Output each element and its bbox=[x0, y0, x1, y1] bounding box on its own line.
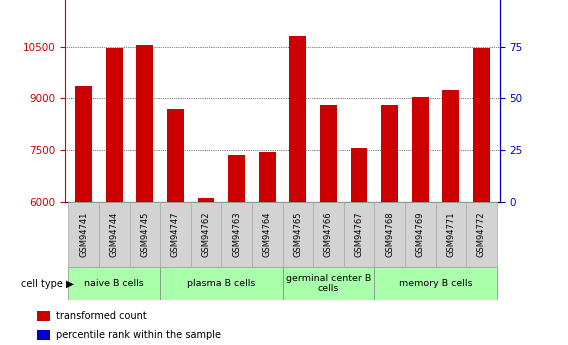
Bar bbox=[68, 202, 99, 267]
Bar bbox=[191, 202, 222, 267]
Bar bbox=[344, 202, 374, 267]
Text: cell type: cell type bbox=[20, 279, 62, 289]
Text: GSM94747: GSM94747 bbox=[171, 212, 180, 257]
Bar bbox=[466, 202, 497, 267]
Bar bbox=[283, 267, 374, 300]
Text: GSM94741: GSM94741 bbox=[79, 212, 88, 257]
Text: GSM94769: GSM94769 bbox=[416, 212, 425, 257]
Bar bbox=[99, 202, 130, 267]
Bar bbox=[473, 48, 490, 202]
Text: GSM94766: GSM94766 bbox=[324, 212, 333, 257]
Text: GSM94772: GSM94772 bbox=[477, 212, 486, 257]
Text: GSM94771: GSM94771 bbox=[446, 212, 456, 257]
Bar bbox=[167, 109, 184, 202]
Text: GSM94767: GSM94767 bbox=[354, 212, 364, 257]
Bar bbox=[222, 202, 252, 267]
Bar bbox=[106, 48, 123, 202]
Bar bbox=[68, 267, 160, 300]
Bar bbox=[290, 36, 306, 202]
Text: ▶: ▶ bbox=[66, 279, 74, 289]
Bar bbox=[228, 155, 245, 202]
Bar bbox=[136, 45, 153, 202]
Text: naive B cells: naive B cells bbox=[85, 279, 144, 288]
Text: GSM94764: GSM94764 bbox=[263, 212, 272, 257]
Text: GSM94765: GSM94765 bbox=[294, 212, 302, 257]
Bar bbox=[313, 202, 344, 267]
Text: plasma B cells: plasma B cells bbox=[187, 279, 256, 288]
Bar bbox=[37, 330, 51, 340]
Bar bbox=[198, 198, 215, 202]
Text: germinal center B
cells: germinal center B cells bbox=[286, 274, 371, 294]
Text: transformed count: transformed count bbox=[56, 311, 147, 321]
Bar bbox=[381, 105, 398, 202]
Text: GSM94762: GSM94762 bbox=[202, 212, 211, 257]
Bar bbox=[374, 267, 497, 300]
Text: GSM94763: GSM94763 bbox=[232, 212, 241, 257]
Bar bbox=[76, 86, 92, 202]
Text: memory B cells: memory B cells bbox=[399, 279, 473, 288]
Bar bbox=[259, 152, 275, 202]
Bar bbox=[374, 202, 405, 267]
Bar bbox=[160, 202, 191, 267]
Bar bbox=[160, 267, 283, 300]
Bar bbox=[320, 105, 337, 202]
Bar bbox=[405, 202, 436, 267]
Bar bbox=[252, 202, 283, 267]
Bar bbox=[442, 90, 460, 202]
Bar bbox=[436, 202, 466, 267]
Bar bbox=[350, 148, 367, 202]
Text: GSM94768: GSM94768 bbox=[385, 212, 394, 257]
Bar bbox=[130, 202, 160, 267]
Text: GSM94745: GSM94745 bbox=[140, 212, 149, 257]
Bar bbox=[412, 97, 429, 202]
Bar bbox=[37, 311, 51, 321]
Text: percentile rank within the sample: percentile rank within the sample bbox=[56, 330, 221, 340]
Text: GSM94744: GSM94744 bbox=[110, 212, 119, 257]
Bar bbox=[283, 202, 313, 267]
